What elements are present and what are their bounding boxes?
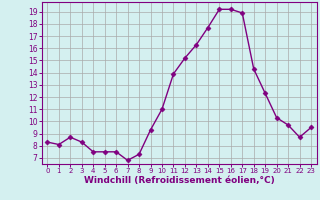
X-axis label: Windchill (Refroidissement éolien,°C): Windchill (Refroidissement éolien,°C) bbox=[84, 176, 275, 185]
